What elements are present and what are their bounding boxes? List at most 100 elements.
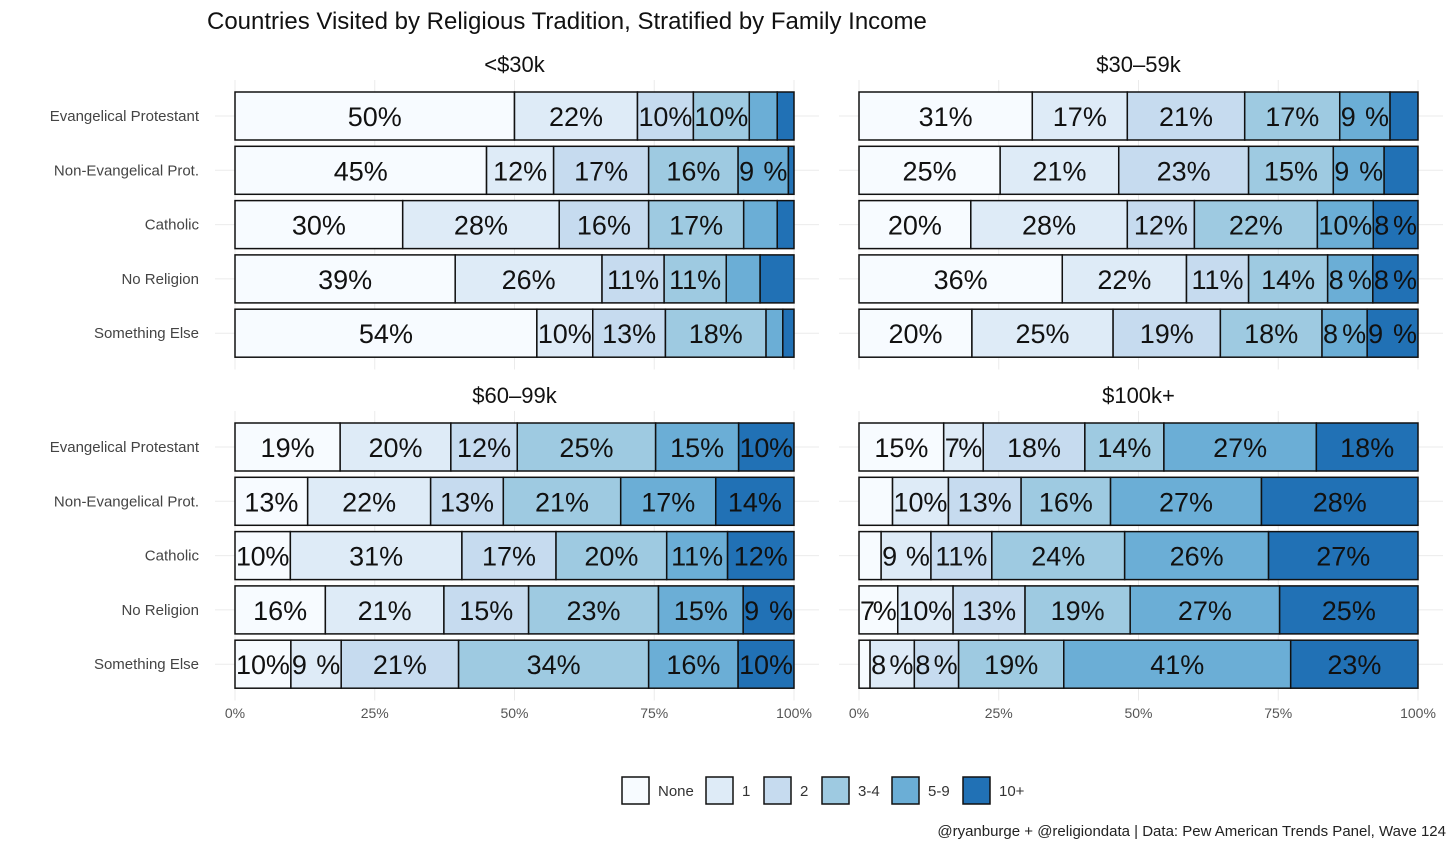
bar-segment [1326, 254, 1374, 304]
bar-segment [516, 422, 657, 472]
segment-label: 15% [1264, 156, 1318, 186]
bar-segment [858, 422, 945, 472]
bar-segment [289, 530, 463, 581]
segment-label: 9% [739, 156, 787, 186]
segment-label: 9% [744, 596, 793, 626]
category-label: Something Else [94, 656, 199, 673]
segment-label: 17% [669, 211, 723, 241]
segment-label: 17% [482, 542, 536, 572]
bar-segment [742, 199, 778, 250]
segment-label: 25% [559, 433, 613, 463]
segment-label: 14% [1261, 265, 1315, 295]
segment-label: 13% [440, 487, 494, 517]
segment-label: 27% [1159, 487, 1213, 517]
bar-segment [647, 145, 739, 196]
bar-segment [858, 530, 882, 581]
segment-label: 8% [1374, 265, 1417, 295]
bar-segment [913, 639, 960, 689]
bar-segment [1109, 476, 1263, 527]
bar-segment [663, 254, 727, 304]
bar-segment [636, 91, 695, 141]
segment-label: 41% [1150, 650, 1204, 680]
segment-label: 8% [1323, 319, 1366, 349]
legend: None 1 2 3-4 5-9 10+ [621, 776, 1025, 805]
x-tick-label: 50% [1124, 705, 1152, 721]
category-label: Something Else [94, 325, 199, 342]
x-tick-label: 75% [640, 705, 668, 721]
segment-label: 22% [342, 487, 396, 517]
segment-label: 8% [1329, 265, 1372, 295]
segment-label: 19% [1140, 319, 1194, 349]
bar-segment [1031, 91, 1129, 141]
bar-segment [858, 199, 972, 250]
bar-segment [654, 422, 740, 472]
segment-label: 28% [1313, 487, 1367, 517]
bar-segment [485, 145, 555, 196]
bar-segment [1117, 145, 1250, 196]
bar-segment [1338, 91, 1391, 141]
category-label: Evangelical Protestant [50, 108, 200, 125]
bar-segment [1289, 639, 1419, 689]
bar-segment [1278, 585, 1419, 635]
segment-label: 28% [1022, 211, 1076, 241]
bar-segment [339, 422, 452, 472]
segment-label: 26% [502, 265, 556, 295]
bar-segment [787, 145, 795, 196]
bar-segment [657, 585, 744, 635]
segment-label: 16% [666, 650, 720, 680]
bar-segment [601, 254, 665, 304]
segment-label: 12% [493, 156, 547, 186]
segment-label: 11% [1192, 265, 1244, 295]
segment-label: 18% [1244, 319, 1298, 349]
panel: $60–99k Evangelical Protestant 19% 20% 12% 25… [50, 383, 819, 721]
bar-segment [1061, 254, 1188, 304]
bar-segment [737, 422, 795, 472]
panel-title: $60–99k [472, 383, 557, 408]
segment-label: 11% [935, 542, 987, 572]
segment-label: 54% [359, 319, 413, 349]
bar-segment [947, 476, 1022, 527]
bar-segment [1063, 639, 1292, 689]
segment-label: 27% [1178, 596, 1232, 626]
bar-segment [1383, 145, 1419, 196]
bar-segment [1247, 145, 1335, 196]
segment-label: 30% [292, 211, 346, 241]
bar-segment [1389, 91, 1419, 141]
segment-label: 15% [459, 596, 513, 626]
bar-segment [536, 308, 594, 358]
legend-swatch [763, 776, 792, 805]
segment-label: 13% [244, 487, 298, 517]
segment-label: 16% [1039, 487, 1093, 517]
x-tick-label: 0% [225, 705, 245, 721]
bar-segment [759, 254, 795, 304]
segment-label: 12% [457, 433, 511, 463]
segment-label: 28% [454, 211, 508, 241]
x-tick-label: 25% [361, 705, 389, 721]
segment-label: 7% [860, 596, 897, 626]
bar-segment [1315, 422, 1419, 472]
bar-segment [776, 199, 795, 250]
segment-label: 20% [888, 211, 942, 241]
segment-label: 21% [1032, 156, 1086, 186]
category-label: Non-Evangelical Prot. [54, 493, 199, 510]
bar-segment [1129, 585, 1281, 635]
segment-label: 36% [934, 265, 988, 295]
panel: $100k+ 15% 7% 18% 14% 27% 18% 10% 13% 16% 27% 28% 9%… [839, 383, 1443, 721]
legend-label: 1 [742, 783, 750, 800]
x-tick-label: 100% [1400, 705, 1436, 721]
segment-label: 23% [1327, 650, 1381, 680]
segment-label: 15% [874, 433, 928, 463]
bar-segment [858, 254, 1064, 304]
segment-label: 19% [261, 433, 315, 463]
segment-label: 10% [538, 319, 592, 349]
bar-segment [891, 476, 950, 527]
category-label: Evangelical Protestant [50, 439, 200, 456]
segment-label: 27% [1213, 433, 1267, 463]
bar-segment [1243, 91, 1341, 141]
segment-label: 21% [535, 487, 589, 517]
bar-segment [896, 585, 954, 635]
segment-label: 20% [368, 433, 422, 463]
bar-segment [1123, 530, 1270, 581]
segment-label: 17% [574, 156, 628, 186]
